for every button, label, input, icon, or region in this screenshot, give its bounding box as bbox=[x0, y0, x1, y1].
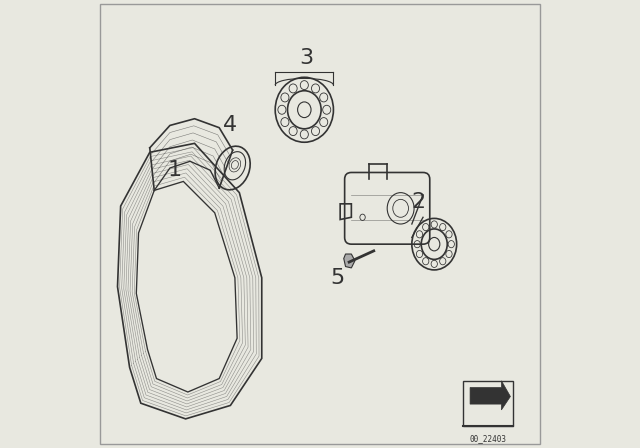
Text: 4: 4 bbox=[223, 116, 237, 135]
Text: 00_22403: 00_22403 bbox=[470, 435, 506, 444]
Polygon shape bbox=[344, 254, 355, 268]
Text: 2: 2 bbox=[412, 192, 426, 211]
Text: 1: 1 bbox=[167, 160, 182, 180]
Text: 3: 3 bbox=[300, 48, 314, 68]
Text: 5: 5 bbox=[331, 268, 345, 288]
Polygon shape bbox=[470, 381, 511, 410]
